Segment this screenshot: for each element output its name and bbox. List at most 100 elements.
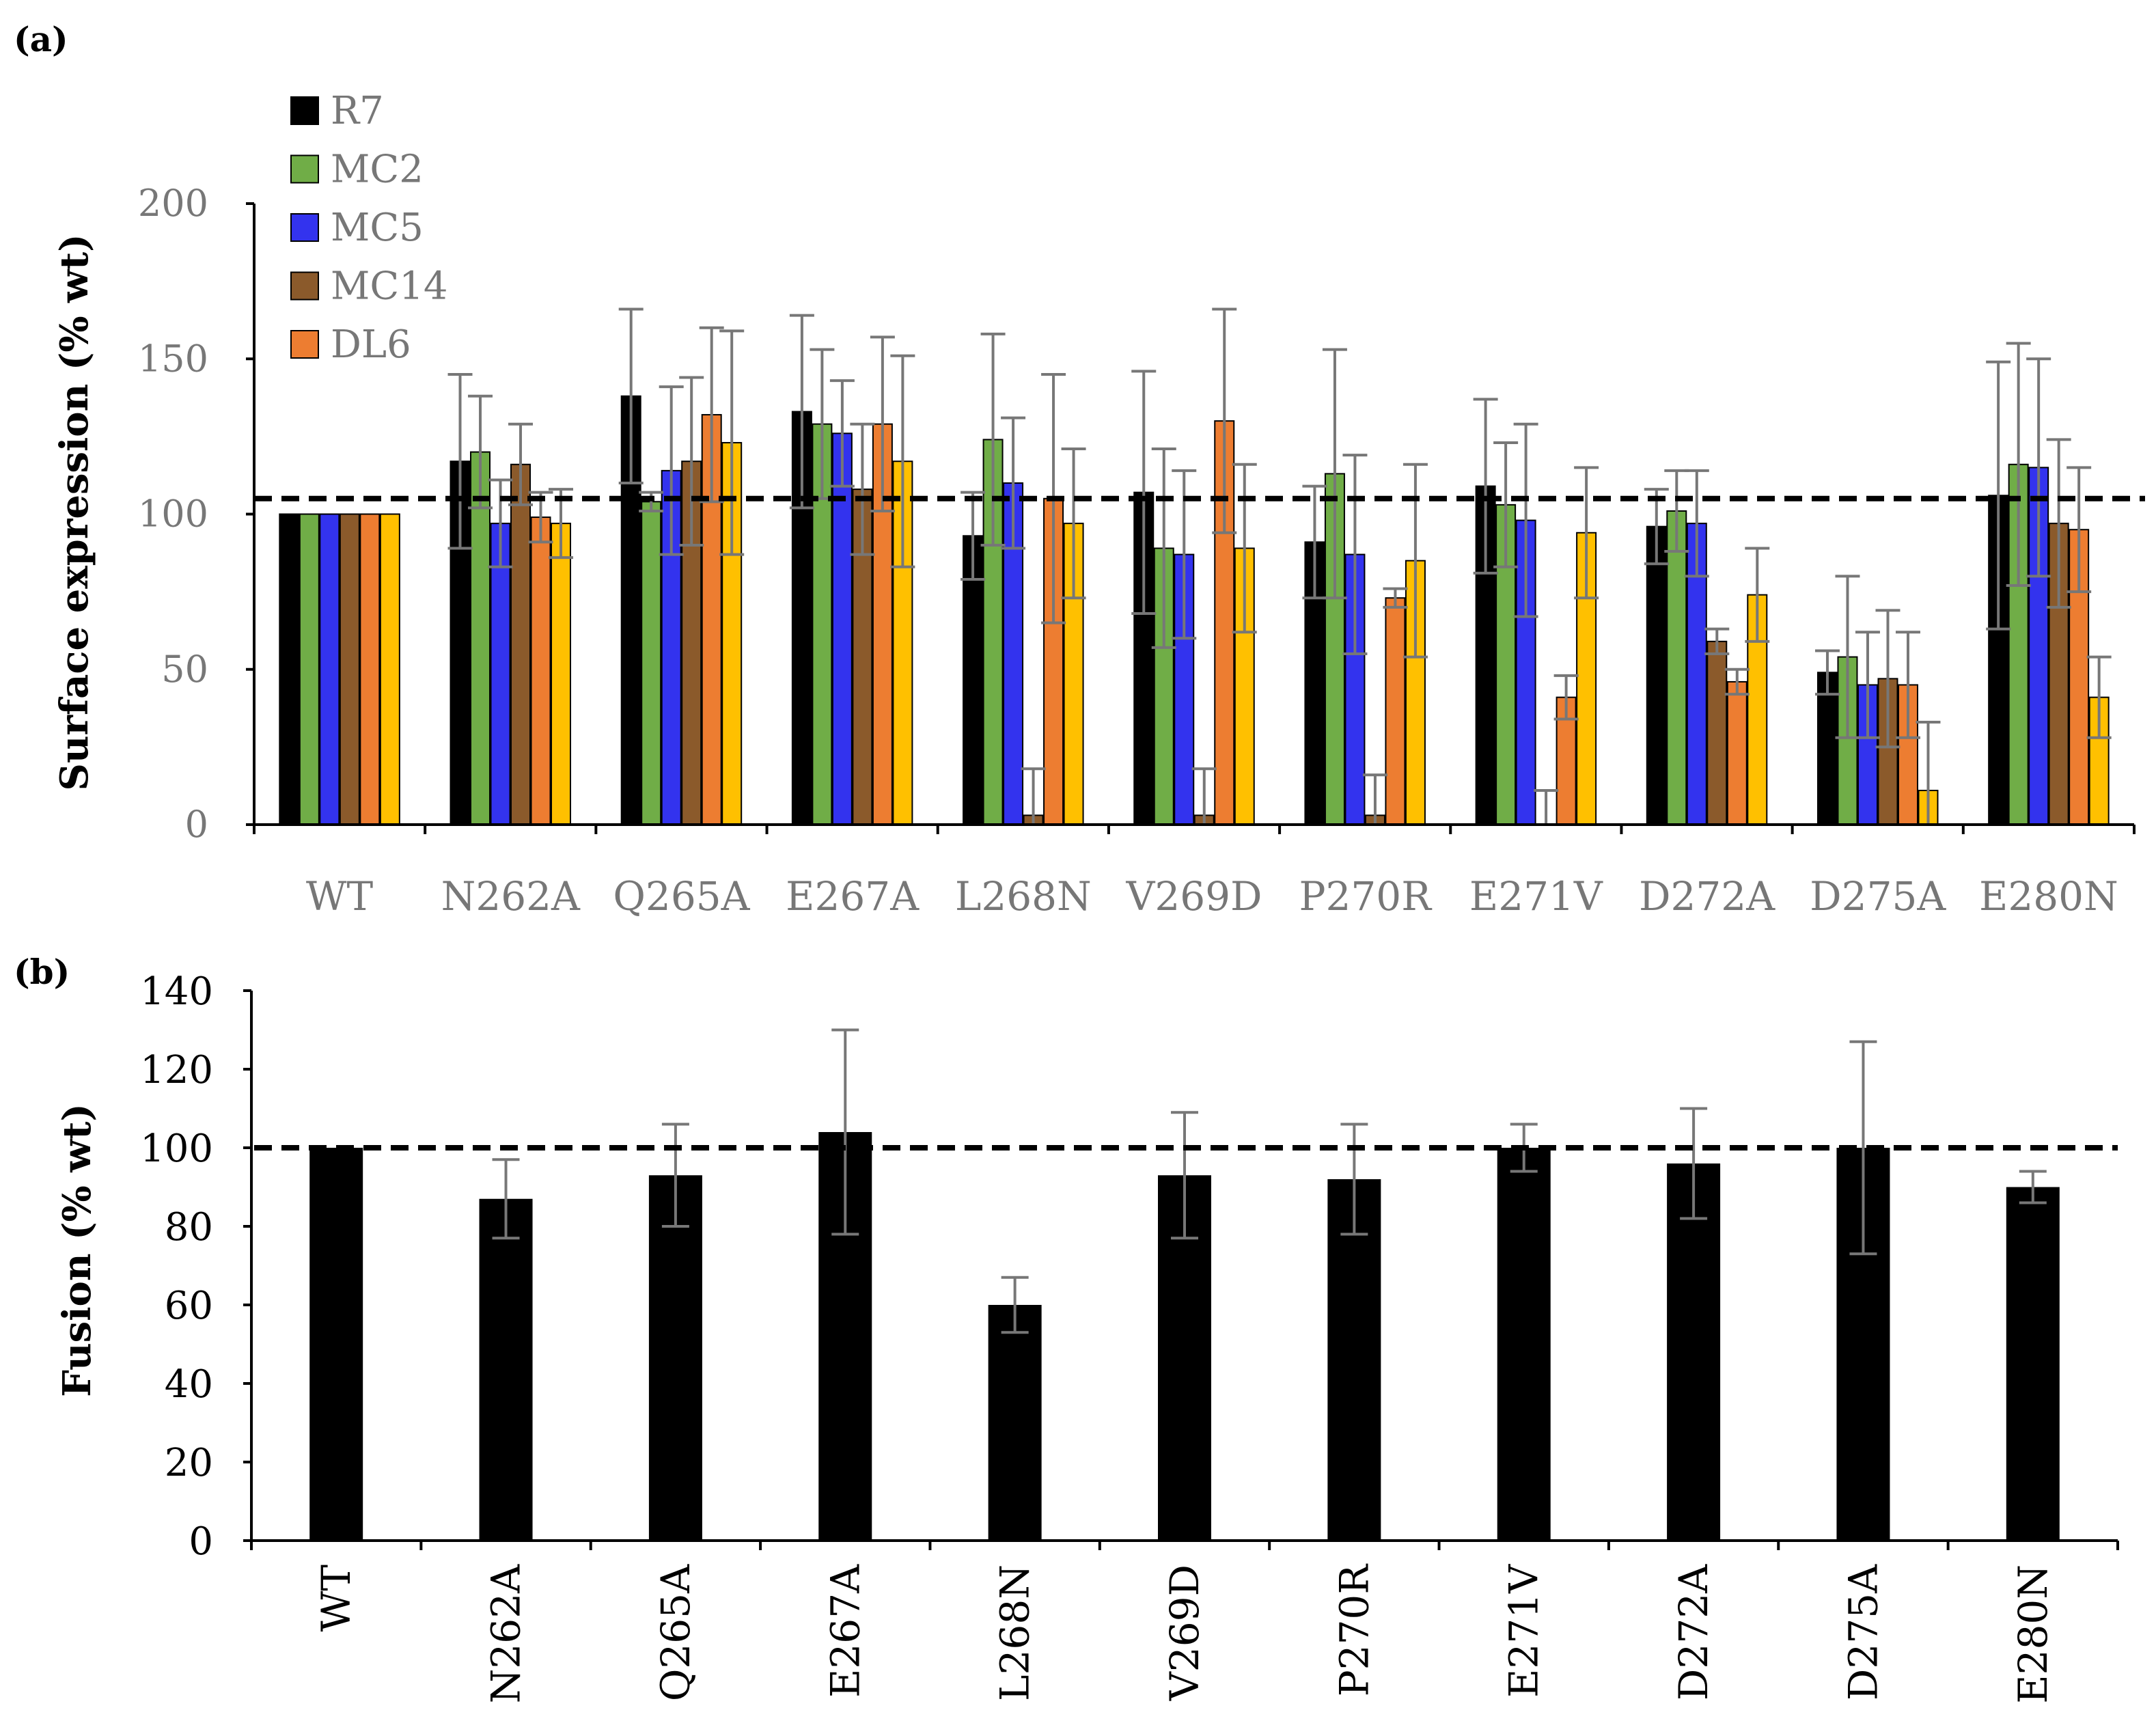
bar-d272a-mc2 (1666, 510, 1687, 826)
panel-b-y-ticks: 0 20 40 60 80 100 120 140 (140, 969, 213, 1564)
error-bar-e271v-dl6 (1553, 674, 1579, 721)
error-bar-e267a-mc14 (850, 422, 875, 556)
panel-a-x-tick-label-d272a: D272A (1639, 873, 1775, 920)
panel-b-y-tick-label: 60 (165, 1284, 213, 1328)
bar-q265a-mc5 (661, 469, 682, 825)
bar-wt-dl6 (359, 513, 381, 825)
panel-a-x-tick-label-e271v: E271V (1469, 873, 1603, 920)
error-bar-e271v-series-6 (1574, 466, 1599, 600)
legend-label-mc5: MC5 (331, 206, 424, 250)
bar-e267a-mc5 (831, 432, 853, 825)
error-bar-e267a-r7 (789, 314, 814, 510)
fusion-bar-l268n (988, 1305, 1042, 1541)
bar-wt-mc14 (339, 513, 360, 825)
panel-b-axes (243, 989, 2119, 1550)
bar-n262a-dl6 (530, 516, 551, 825)
panel-a-y-tick-label: 100 (138, 493, 208, 536)
panel-b-label: (b) (14, 952, 70, 992)
bar-wt-mc2 (299, 513, 320, 825)
panel-a-y-ticks: 0 50 100 150 200 (138, 182, 208, 846)
panel-a: (a) Surface expression (% wt) 0 50 100 150 2… (14, 19, 2145, 920)
panel-b-error-bars (492, 1028, 2047, 1334)
bar-n262a-mc5 (490, 523, 511, 825)
error-bar-v269d-r7 (1131, 370, 1157, 615)
fusion-bar-e280n (2006, 1187, 2060, 1541)
legend-label-r7: R7 (331, 89, 384, 133)
bar-wt-series-6 (379, 513, 400, 825)
error-bar-l268n-r7 (960, 491, 986, 581)
error-bar-l268n-mc2 (980, 332, 1006, 547)
error-bar-d272a-r7 (1644, 488, 1669, 566)
fusion-error-bar-p270r (1340, 1122, 1368, 1236)
error-bar-e280n-dl6 (2067, 466, 2092, 594)
panel-b-x-tick-labels: WT N262A Q265A E267A L268N V269D P270R E271V D27… (313, 1563, 2056, 1704)
error-bar-e271v-mc2 (1493, 441, 1519, 568)
bar-wt-mc5 (319, 513, 340, 825)
error-bar-p270r-dl6 (1383, 587, 1408, 609)
legend-item-dl6: DL6 (290, 322, 411, 367)
error-bar-d275a-mc5 (1855, 631, 1880, 739)
fusion-error-bar-n262a (492, 1158, 520, 1240)
panel-a-x-tick-label-l268n: L268N (955, 873, 1092, 920)
panel-a-y-tick-label: 150 (138, 337, 208, 380)
fusion-error-bar-e267a (831, 1028, 859, 1236)
error-bar-e271v-mc14 (1534, 789, 1559, 826)
panel-b-y-tick-label: 100 (140, 1127, 213, 1171)
error-bar-v269d-mc2 (1151, 447, 1176, 649)
error-bar-n262a-mc14 (508, 422, 534, 506)
legend-item-mc14: MC14 (290, 264, 447, 309)
panel-a-label: (a) (14, 19, 68, 59)
legend-label-mc2: MC2 (331, 148, 424, 192)
error-bar-p270r-mc2 (1322, 348, 1347, 600)
panel-b-x-tick-label-d272a: D272A (1670, 1564, 1717, 1700)
legend-label-dl6: DL6 (331, 322, 411, 367)
error-bar-n262a-mc5 (488, 478, 513, 568)
error-bar-d272a-mc14 (1704, 627, 1730, 656)
panel-a-x-tick-label-v269d: V269D (1125, 873, 1262, 920)
bar-v269d-dl6 (1214, 420, 1235, 825)
error-bar-d275a-r7 (1814, 649, 1840, 696)
bar-p270r-mc5 (1344, 553, 1366, 826)
error-bar-e267a-dl6 (870, 335, 895, 512)
legend-swatch-mc5 (290, 213, 319, 242)
error-bar-n262a-r7 (447, 372, 473, 550)
bar-p270r-dl6 (1385, 597, 1406, 826)
bar-n262a-mc14 (510, 463, 531, 825)
error-bar-l268n-series-6 (1061, 447, 1086, 600)
error-bar-e267a-mc5 (829, 379, 855, 488)
error-bar-q265a-mc5 (659, 385, 684, 556)
bar-wt-r7 (279, 513, 300, 825)
fusion-bar-e271v (1497, 1148, 1551, 1541)
panel-b-x-tick-label-v269d: V269D (1161, 1565, 1208, 1701)
legend-item-r7: R7 (290, 89, 384, 133)
error-bar-q265a-mc14 (679, 376, 704, 547)
panel-a-y-tick-label: 200 (138, 182, 208, 225)
panel-b-y-tick-label: 120 (140, 1048, 213, 1092)
panel-a-axes (246, 202, 2136, 834)
panel-b: (b) Fusion (% wt) 0 20 40 60 80 100 120 140 WT N… (14, 952, 2119, 1704)
panel-b-y-tick-label: 140 (140, 969, 213, 1014)
error-bar-d272a-series-6 (1745, 547, 1770, 643)
panel-a-y-tick-label: 0 (185, 803, 208, 846)
panel-b-x-tick-label-q265a: Q265A (652, 1564, 699, 1701)
fusion-error-bar-q265a (661, 1122, 689, 1228)
fusion-bar-d272a (1667, 1163, 1721, 1541)
legend-swatch-dl6 (290, 330, 319, 359)
error-bar-e271v-r7 (1473, 398, 1498, 575)
error-bar-e271v-mc5 (1513, 422, 1538, 618)
panel-a-error-bars (447, 307, 2112, 826)
panel-a-y-axis-label: Surface expression (% wt) (52, 234, 97, 790)
legend-swatch-mc14 (290, 271, 319, 301)
legend-swatch-mc2 (290, 154, 319, 184)
panel-b-x-tick-label-p270r: P270R (1331, 1563, 1377, 1697)
error-bar-q265a-dl6 (699, 326, 724, 504)
bar-d272a-mc14 (1706, 640, 1728, 825)
panel-a-y-tick-label: 50 (161, 648, 208, 691)
error-bar-d275a-mc14 (1875, 609, 1901, 749)
fusion-error-bar-d272a (1680, 1107, 1708, 1220)
bar-e271v-mc2 (1495, 504, 1517, 825)
panel-a-x-tick-labels: WT N262A Q265A E267A L268N V269D P270R E271V D27… (306, 873, 2118, 920)
panel-b-x-tick-label-d275a: D275A (1840, 1564, 1886, 1700)
error-bar-e280n-mc2 (2006, 342, 2031, 588)
panel-b-x-tick-label-e267a: E267A (822, 1564, 868, 1698)
